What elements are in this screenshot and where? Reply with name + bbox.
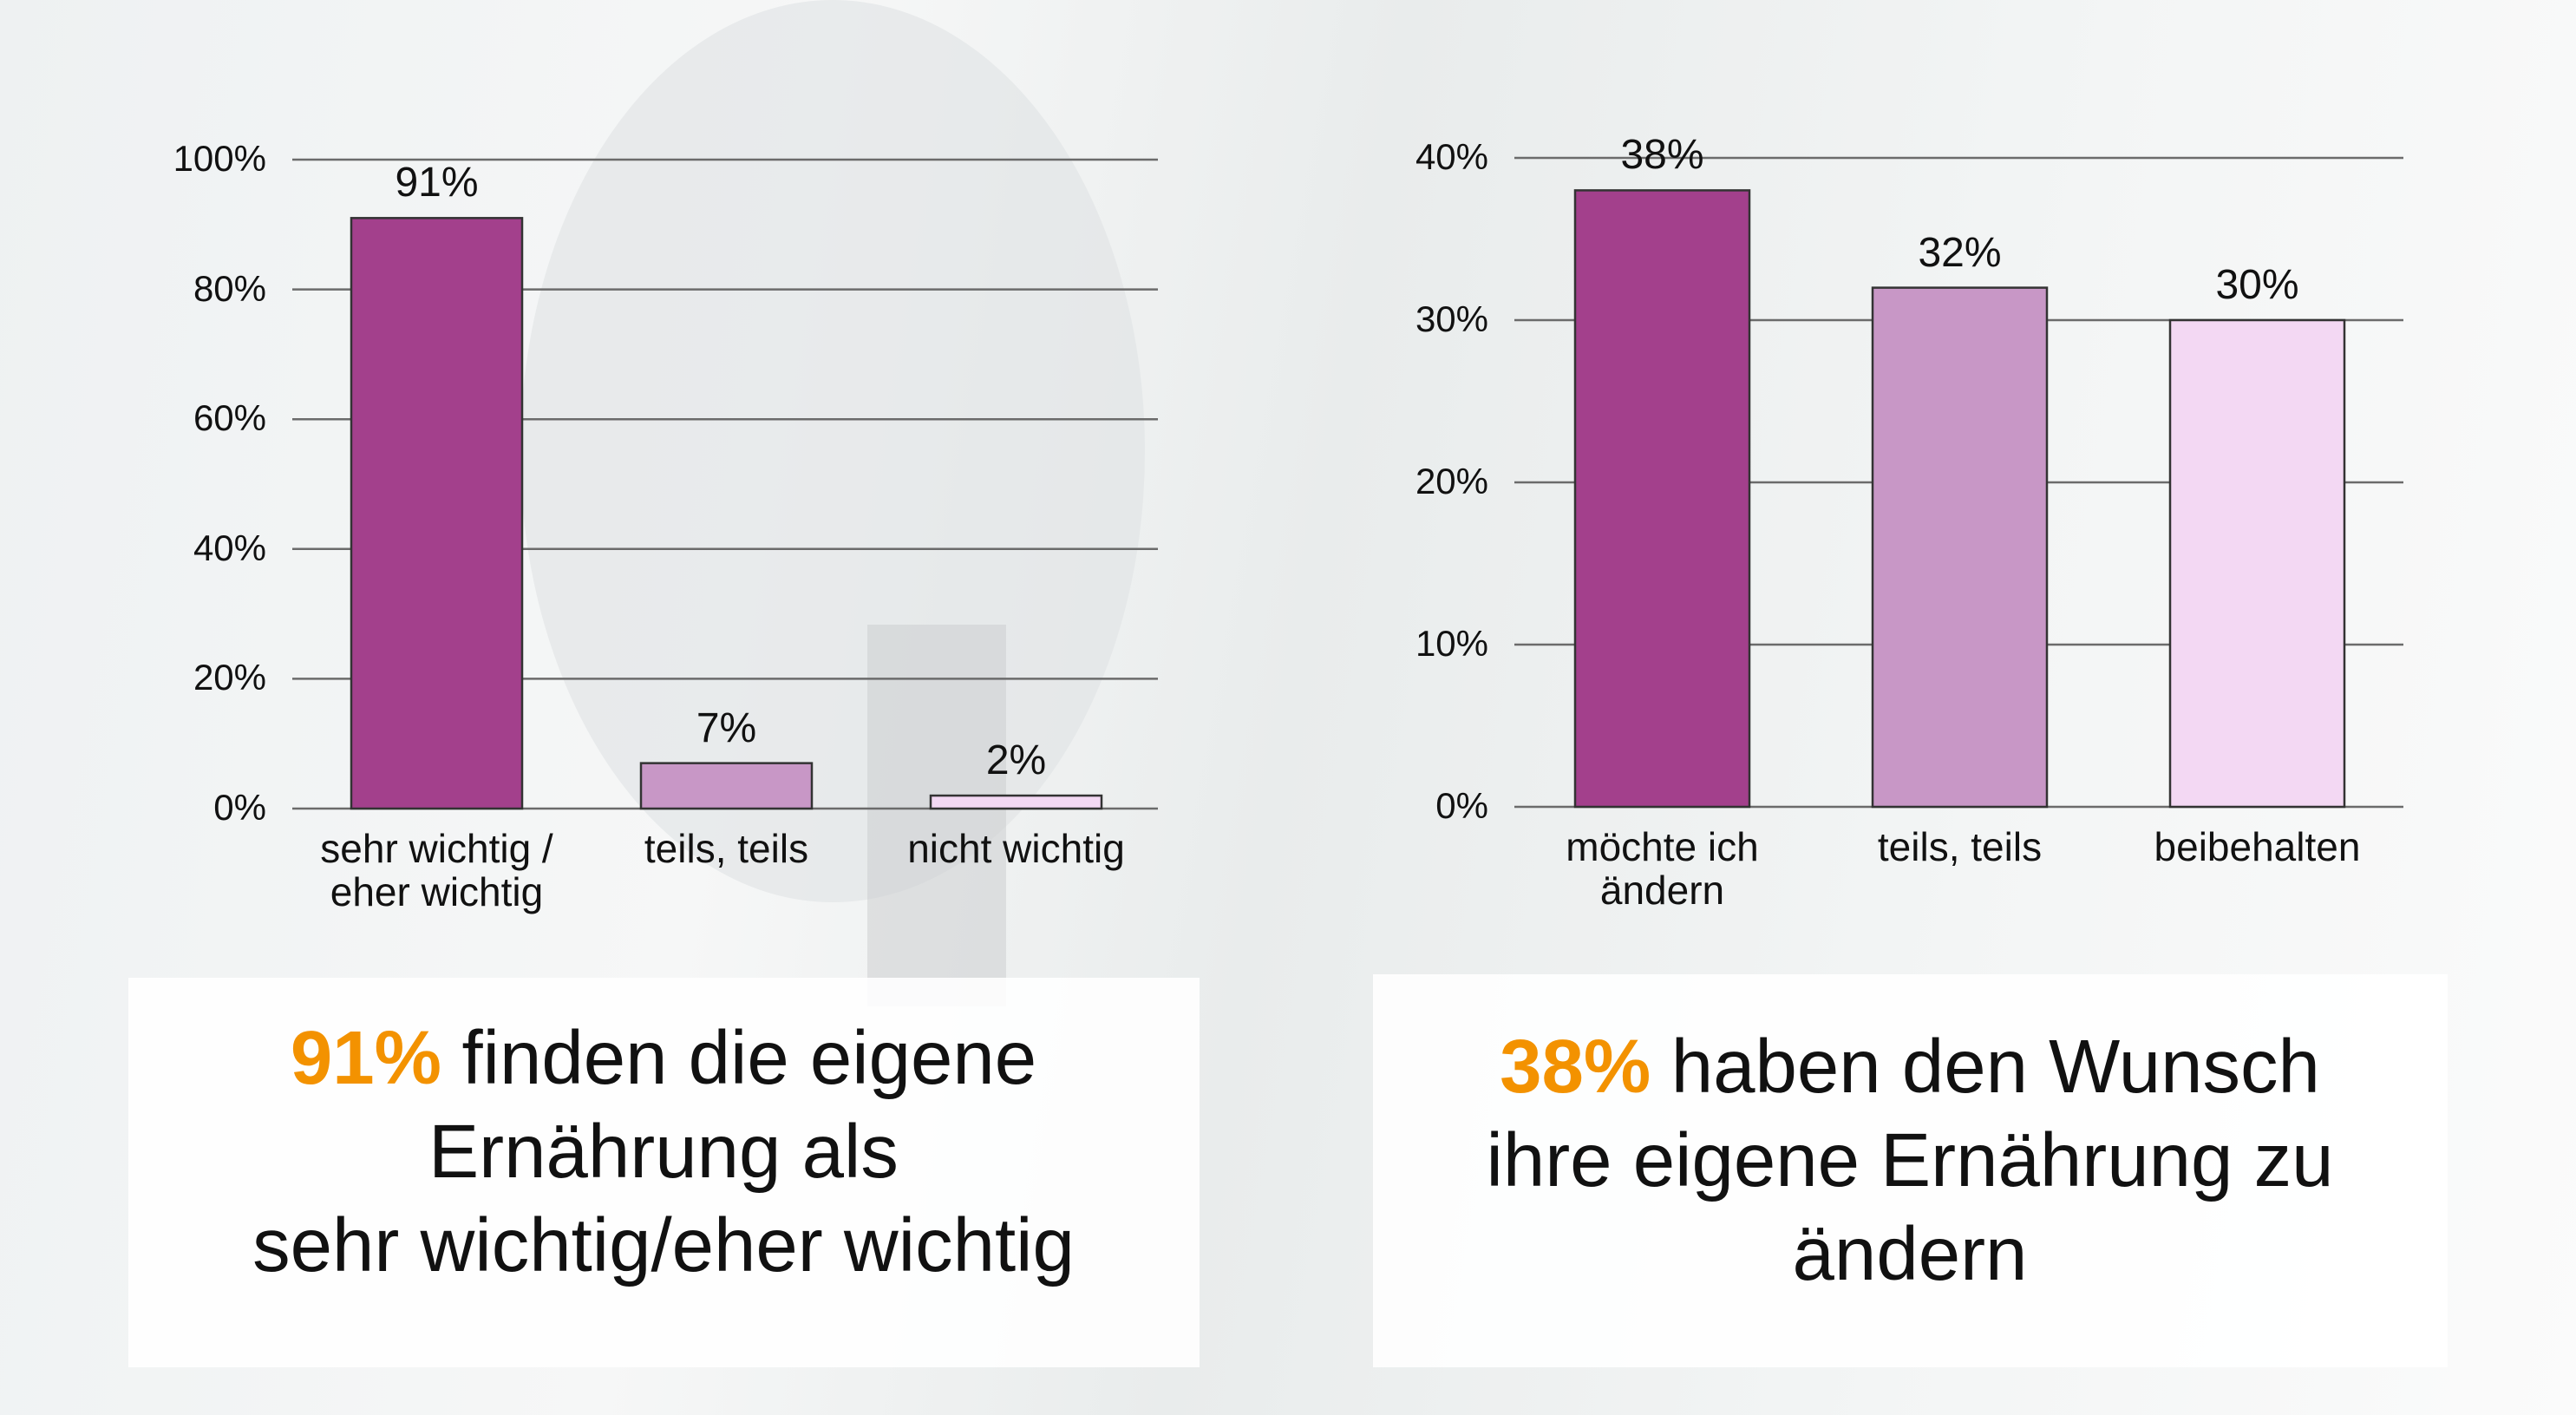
caption-text: Ernährung als: [428, 1110, 899, 1194]
caption-line: ihre eigene Ernährung zu: [1303, 1117, 2517, 1204]
x-tick-label: teils, teils: [644, 826, 809, 871]
y-tick-label: 20%: [193, 657, 266, 698]
y-tick-label: 100%: [173, 138, 266, 179]
caption-highlight: 91%: [290, 1016, 441, 1100]
y-tick-label: 40%: [1415, 136, 1488, 177]
y-tick-label: 80%: [193, 267, 266, 309]
value-label: 32%: [1918, 229, 2002, 276]
caption-text: sehr wichtig/eher wichtig: [252, 1203, 1075, 1287]
x-tick-label: beibehalten: [2154, 824, 2361, 869]
x-tick-label: nicht wichtig: [907, 826, 1125, 871]
bar: [350, 217, 524, 810]
value-label: 38%: [1620, 132, 1704, 179]
y-tick-label: 10%: [1415, 623, 1488, 664]
caption-line: ändern: [1303, 1211, 2517, 1298]
caption-text: haben den Wunsch: [1670, 1025, 2320, 1109]
caption-line: 91% finden die eigene: [56, 1015, 1271, 1102]
y-tick-label: 0%: [1435, 785, 1488, 826]
x-tick-label: sehr wichtig / eher wichtig: [320, 826, 553, 914]
bar: [2168, 318, 2346, 809]
caption-highlight: 38%: [1500, 1025, 1651, 1109]
bar: [639, 762, 814, 810]
caption-line: 38% haben den Wunsch: [1303, 1024, 2517, 1110]
y-tick-label: 20%: [1415, 461, 1488, 501]
value-label: 7%: [696, 704, 757, 751]
bar: [929, 794, 1103, 810]
y-tick-label: 30%: [1415, 298, 1488, 339]
x-tick-label: teils, teils: [1877, 824, 2043, 869]
value-label: 30%: [2215, 262, 2299, 308]
value-label: 91%: [395, 160, 479, 206]
bar: [1573, 189, 1751, 809]
y-tick-label: 0%: [213, 787, 266, 828]
caption-text: ändern: [1792, 1212, 2028, 1296]
caption-box: [128, 978, 1200, 1367]
caption-text: finden die eigene: [461, 1016, 1037, 1100]
value-label: 2%: [985, 737, 1047, 784]
bar: [1871, 286, 2049, 809]
caption-text: ihre eigene Ernährung zu: [1486, 1118, 2334, 1202]
caption-box: [1373, 974, 2448, 1367]
photo-tie: [867, 625, 1006, 1006]
caption-line: sehr wichtig/eher wichtig: [56, 1202, 1271, 1289]
caption-line: Ernährung als: [56, 1109, 1271, 1196]
x-tick-label: möchte ich ändern: [1566, 824, 1759, 913]
y-tick-label: 60%: [193, 397, 266, 439]
y-tick-label: 40%: [193, 527, 266, 568]
